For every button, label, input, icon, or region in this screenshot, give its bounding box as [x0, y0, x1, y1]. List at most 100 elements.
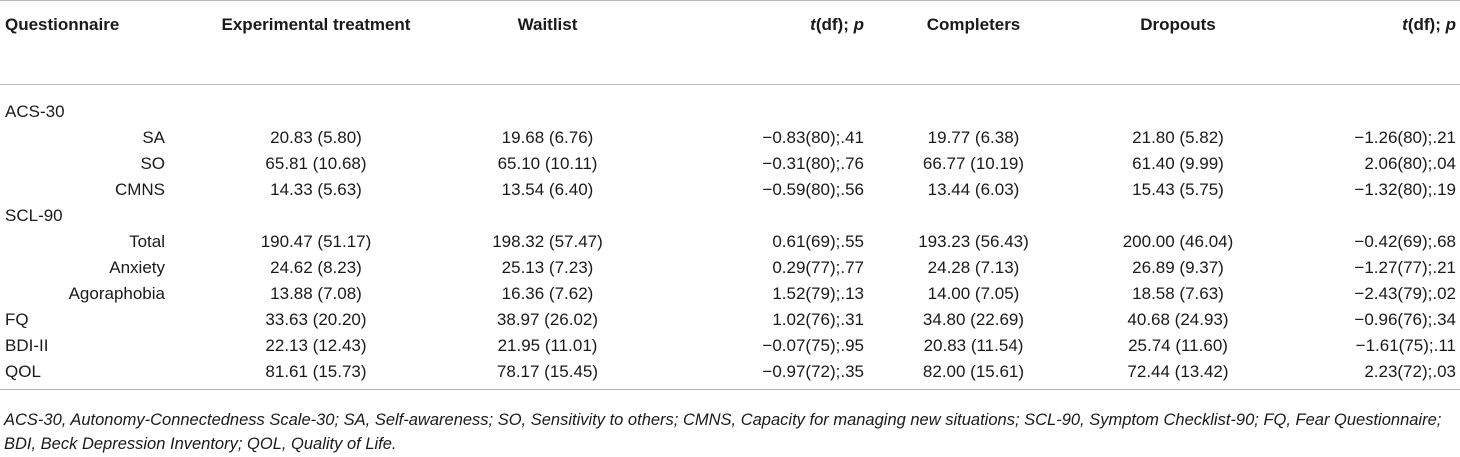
table-cell [432, 203, 663, 229]
table-cell: 20.83 (11.54) [923, 336, 1024, 355]
table-cell: 1.52(79);.13 [772, 284, 864, 303]
table-cell: 19.77 (6.38) [927, 128, 1020, 147]
table-cell: −0.96(76);.34 [1354, 310, 1456, 329]
table-cell: −2.43(79);.02 [1354, 284, 1456, 303]
table-cell: 21.80 (5.82) [1132, 128, 1224, 147]
table-cell: 0.29(77);.77 [772, 258, 864, 277]
table-cell: 82.00 (15.61) [922, 362, 1025, 381]
table-cell: 19.68 (6.76) [501, 128, 594, 147]
table-cell: 2.06(80);.04 [1364, 154, 1456, 173]
row-label: FQ [5, 310, 29, 329]
table-cell: 200.00 (46.04) [1122, 232, 1234, 251]
table-cell: 13.88 (7.08) [270, 284, 362, 303]
table-cell: 1.02(76);.31 [772, 310, 864, 329]
table-cell: 25.74 (11.60) [1128, 336, 1228, 355]
table-cell: −1.27(77);.21 [1354, 258, 1456, 277]
table-cell: 13.54 (6.40) [501, 180, 594, 199]
table-row: QOL 81.61 (15.73) 78.17 (15.45) −0.97(72);.… [0, 359, 1460, 390]
table-cell: 78.17 (15.45) [496, 362, 599, 381]
table-cell: 26.89 (9.37) [1132, 258, 1224, 277]
table-cell: 13.44 (6.03) [927, 180, 1020, 199]
table-cell: −0.97(72);.35 [762, 362, 864, 381]
table-cell [663, 203, 868, 229]
table-cell [200, 203, 432, 229]
row-label: QOL [5, 362, 41, 381]
row-label: ACS-30 [5, 102, 65, 121]
table-cell: 34.80 (22.69) [922, 310, 1025, 329]
header-waitlist: Waitlist [517, 15, 578, 34]
table-cell: −0.31(80);.76 [762, 154, 864, 173]
table-row: SA 20.83 (5.80) 19.68 (6.76) −0.83(80);.41 1… [0, 125, 1460, 151]
table-cell [663, 85, 868, 126]
table-cell: 198.32 (57.47) [492, 232, 603, 251]
table-cell: 81.61 (15.73) [265, 362, 367, 381]
table-row: SO 65.81 (10.68) 65.10 (10.11) −0.31(80);.7… [0, 151, 1460, 177]
header-df-1: (df); [815, 15, 854, 34]
header-experimental-text: Experimental treatment [221, 15, 411, 34]
table-row: SCL-90 [0, 203, 1460, 229]
table-cell: 0.61(69);.55 [772, 232, 864, 251]
row-label: Total [129, 232, 165, 251]
table-row: Agoraphobia 13.88 (7.08) 16.36 (7.62) 1.52(… [0, 281, 1460, 307]
table-cell: −1.61(75);.11 [1355, 336, 1456, 355]
results-table: Questionnaire Experimental treatment Wai… [0, 0, 1460, 390]
table-cell: 65.81 (10.68) [265, 154, 367, 173]
table-cell: −0.83(80);.41 [762, 128, 864, 147]
table-cell: −0.59(80);.56 [762, 180, 864, 199]
table-cell [1079, 203, 1277, 229]
header-dropouts: Dropouts [1140, 15, 1216, 34]
table-cell [868, 203, 1079, 229]
table-cell [1277, 85, 1460, 126]
row-label: SA [142, 128, 165, 147]
row-label: Agoraphobia [68, 284, 165, 303]
table-header: Questionnaire Experimental treatment Wai… [0, 0, 1460, 85]
table-cell [1277, 203, 1460, 229]
header-df-2: (df); [1407, 15, 1446, 34]
table-cell: 18.58 (7.63) [1132, 284, 1224, 303]
table-cell: 22.13 (12.43) [265, 336, 367, 355]
header-completers: Completers [926, 15, 1021, 34]
header-experimental: Experimental treatment [200, 1, 432, 85]
table-cell: 72.44 (13.42) [1127, 362, 1229, 381]
table-cell: 25.13 (7.23) [501, 258, 594, 277]
row-label: SCL-90 [5, 206, 63, 225]
table-body: ACS-30 SA 20.83 (5.80) 19.68 (6.76) −0.83(80… [0, 85, 1460, 390]
table-row: Total 190.47 (51.17) 198.32 (57.47) 0.61(69… [0, 229, 1460, 255]
table-cell: 24.62 (8.23) [270, 258, 362, 277]
row-label: BDI-II [5, 336, 49, 355]
header-t-symbol-1: t [810, 15, 816, 34]
table-cell: 61.40 (9.99) [1132, 154, 1224, 173]
table-cell: 190.47 (51.17) [260, 232, 372, 251]
header-t-test-2: t(df); p [1277, 1, 1460, 85]
table-row: FQ 33.63 (20.20) 38.97 (26.02) 1.02(76);.31… [0, 307, 1460, 333]
table-cell [200, 85, 432, 126]
table-cell: 15.43 (5.75) [1132, 180, 1224, 199]
table-cell [432, 85, 663, 126]
table-cell: 193.23 (56.43) [918, 232, 1029, 251]
header-questionnaire: Questionnaire [5, 15, 120, 34]
table-cell: −0.42(69);.68 [1354, 232, 1456, 251]
table-cell: 14.33 (5.63) [270, 180, 362, 199]
table-cell: 66.77 (10.19) [922, 154, 1025, 173]
table-cell [1079, 85, 1277, 126]
table-cell: 2.23(72);.03 [1364, 362, 1456, 381]
table-row: BDI-II 22.13 (12.43) 21.95 (11.01) −0.07(75… [0, 333, 1460, 359]
header-p-symbol-1: p [853, 15, 864, 34]
table-cell [868, 85, 1079, 126]
table-cell: 40.68 (24.93) [1127, 310, 1229, 329]
row-label: CMNS [114, 180, 165, 199]
table-cell: 24.28 (7.13) [927, 258, 1020, 277]
header-t-test-1: t(df); p [663, 1, 868, 85]
table-cell: 33.63 (20.20) [265, 310, 367, 329]
table-cell: 65.10 (10.11) [497, 154, 598, 173]
table-row: CMNS 14.33 (5.63) 13.54 (6.40) −0.59(80);.5… [0, 177, 1460, 203]
header-p-symbol-2: p [1445, 15, 1456, 34]
table-cell: 21.95 (11.01) [497, 336, 598, 355]
table-cell: −0.07(75);.95 [762, 336, 864, 355]
table-cell: 38.97 (26.02) [496, 310, 599, 329]
table-cell: 20.83 (5.80) [270, 128, 362, 147]
header-row: Questionnaire Experimental treatment Wai… [0, 0, 1460, 85]
header-t-symbol-2: t [1402, 15, 1408, 34]
table-cell: −1.26(80);.21 [1354, 128, 1456, 147]
